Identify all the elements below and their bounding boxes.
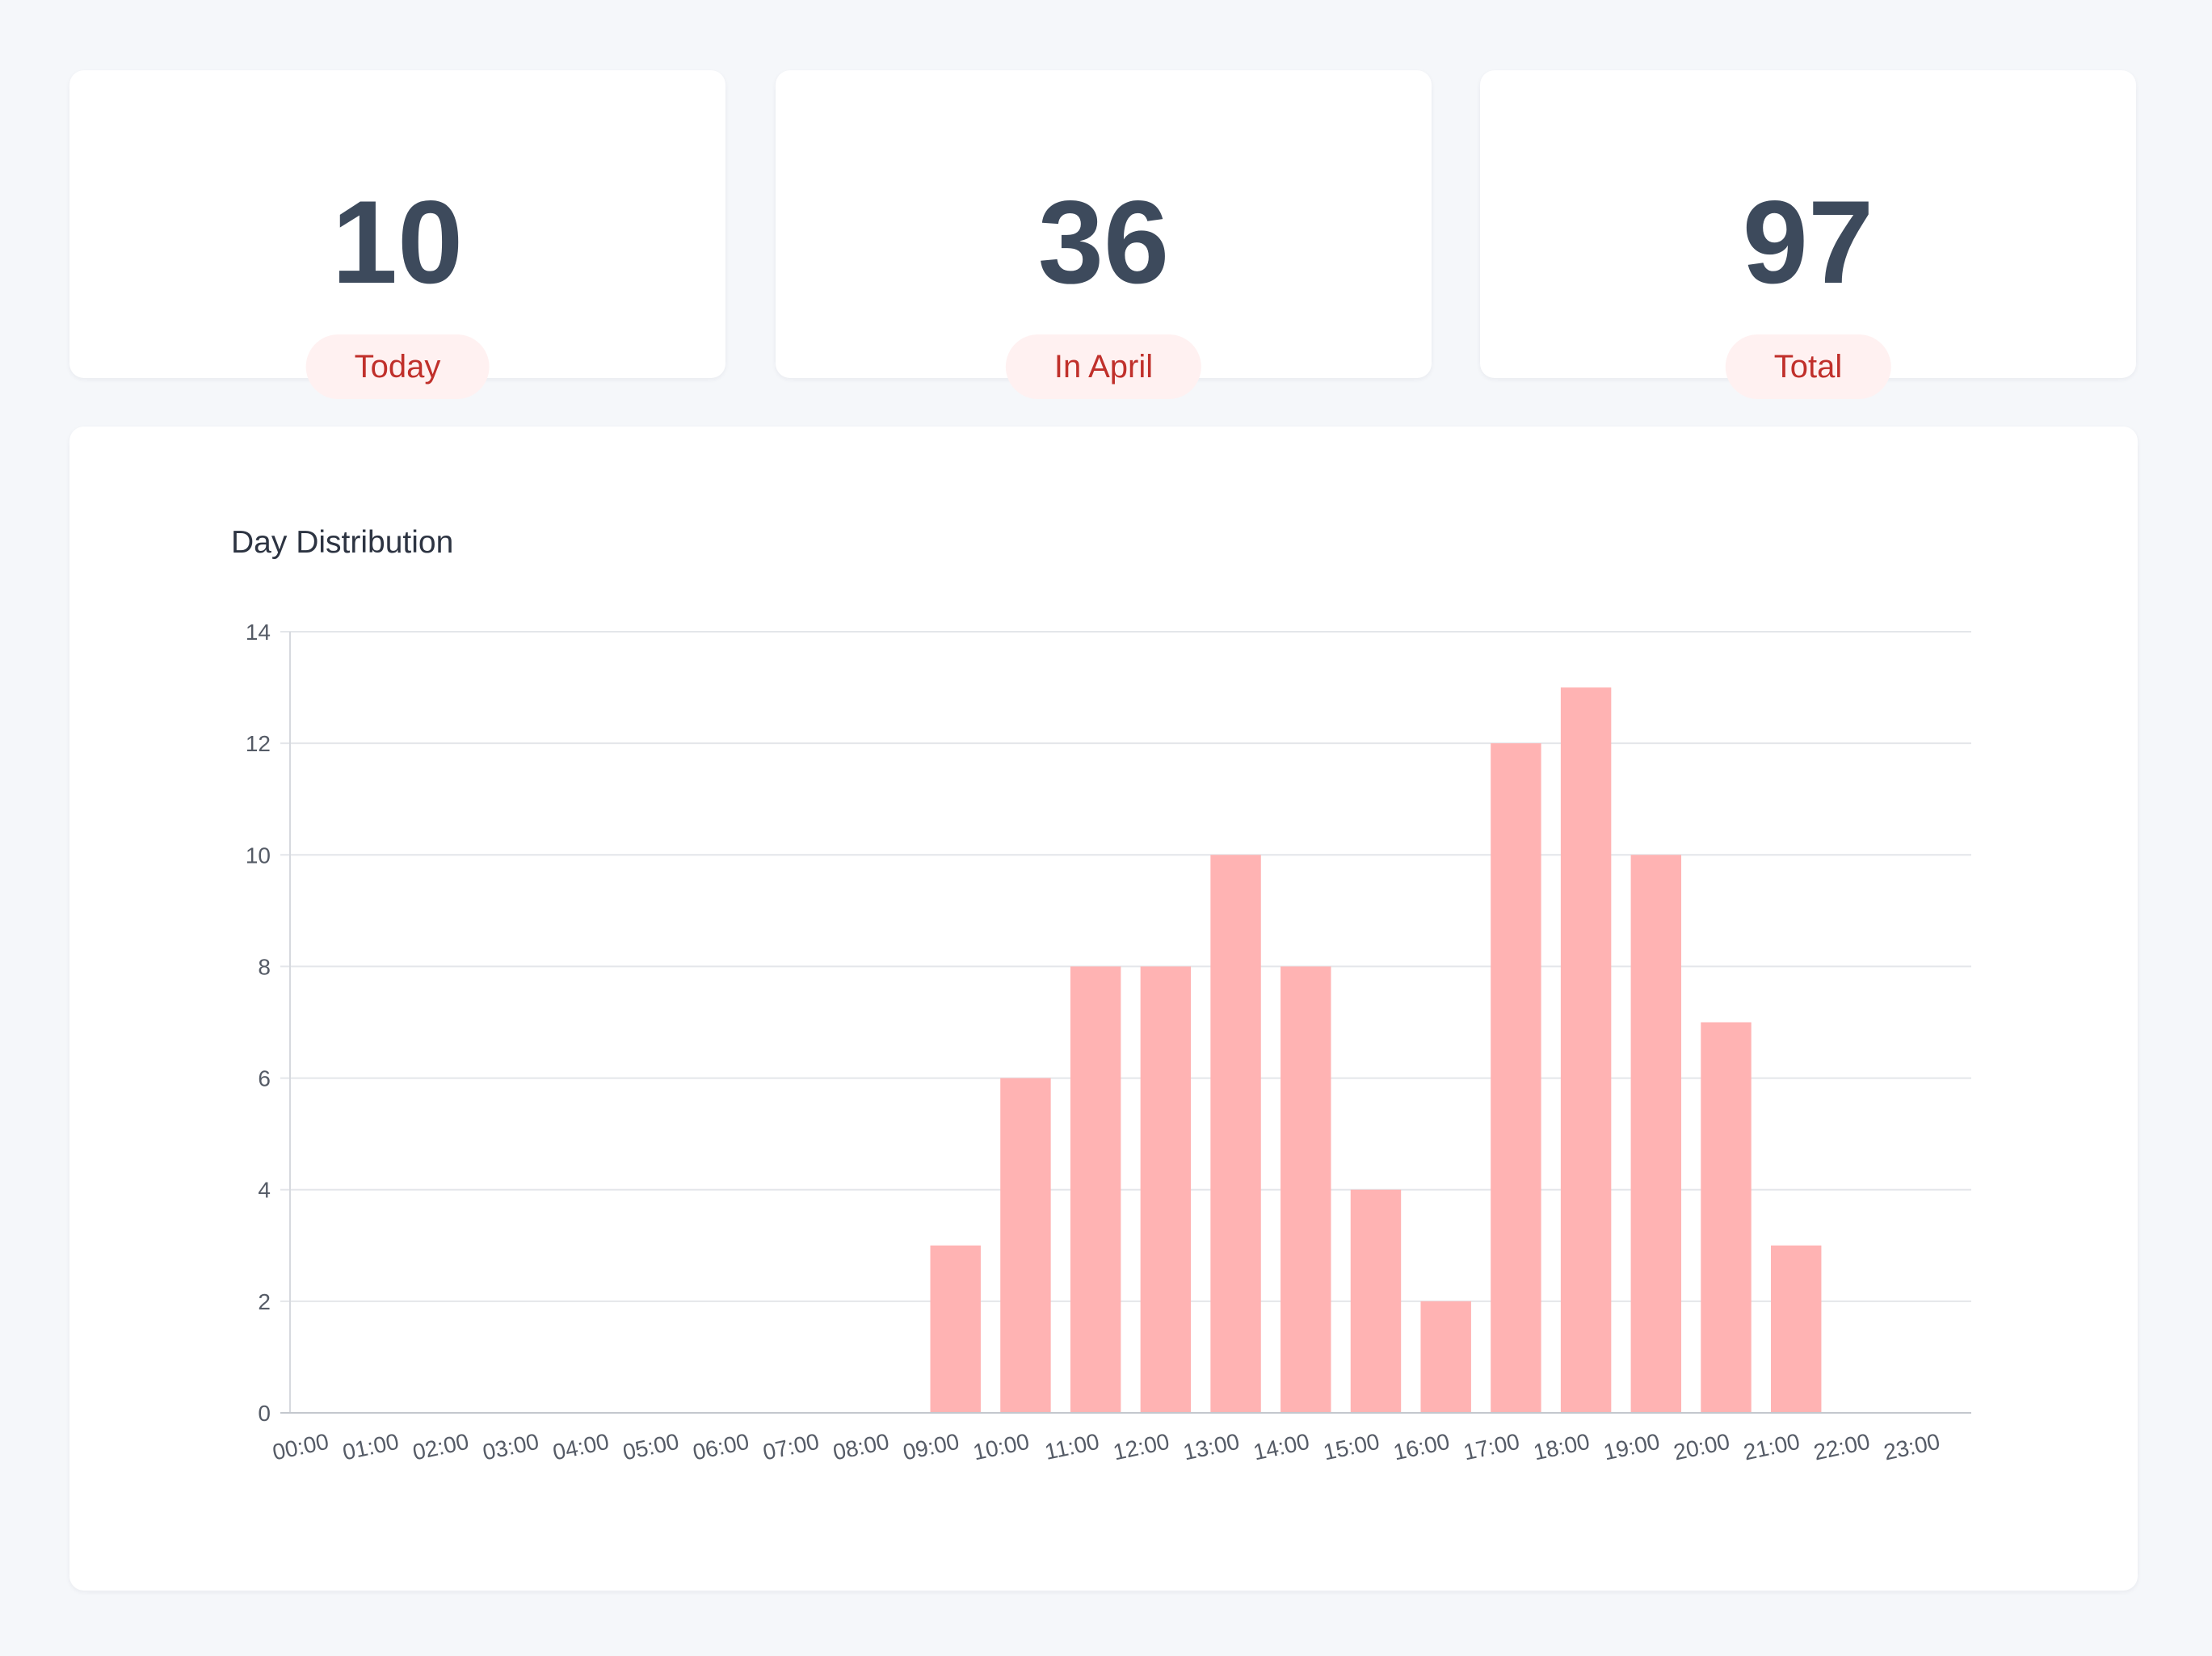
x-tick-label: 15:00: [1321, 1429, 1381, 1465]
bar-1600: [1420, 1301, 1471, 1413]
bar-1400: [1281, 966, 1331, 1413]
y-tick-label: 14: [246, 620, 271, 645]
x-tick-label: 21:00: [1741, 1429, 1802, 1465]
bar-1100: [1070, 966, 1121, 1413]
x-tick-label: 09:00: [901, 1429, 961, 1465]
bar-1000: [1000, 1078, 1051, 1413]
bar-2000: [1701, 1022, 1752, 1413]
x-tick-label: 03:00: [481, 1429, 541, 1465]
bar-1500: [1350, 1189, 1402, 1413]
bar-1700: [1491, 743, 1541, 1413]
x-tick-label: 22:00: [1811, 1429, 1872, 1465]
chart-title: Day Distribution: [231, 525, 454, 560]
axes: [280, 632, 1971, 1414]
x-tick-label: 01:00: [340, 1429, 401, 1465]
stat-card-today: 10 Today: [69, 70, 725, 399]
x-tick-label: 05:00: [620, 1429, 681, 1465]
stat-value-total: 97: [1742, 176, 1874, 308]
stat-badge-total: Total: [1725, 334, 1891, 399]
x-tick-label: 00:00: [271, 1429, 331, 1465]
day-distribution-chart: 0 2 4 6 8 10 12 14 00:00 01:00 02:00 03:00 04:00 05:…: [246, 620, 1971, 1465]
bar-1900: [1630, 855, 1682, 1413]
y-tick-label: 6: [258, 1066, 271, 1091]
bar-1300: [1210, 855, 1261, 1413]
x-tick-label: 20:00: [1672, 1429, 1732, 1465]
x-tick-label: 04:00: [550, 1429, 611, 1465]
stat-badge-month: In April: [1005, 334, 1202, 399]
y-tick-labels: 0 2 4 6 8 10 12 14: [246, 620, 271, 1426]
x-tick-label: 17:00: [1461, 1429, 1522, 1465]
bar-1800: [1560, 687, 1612, 1413]
x-tick-label: 19:00: [1601, 1429, 1662, 1465]
x-tick-label: 11:00: [1042, 1429, 1101, 1465]
x-tick-label: 06:00: [691, 1429, 751, 1465]
x-tick-label: 08:00: [831, 1429, 891, 1465]
stat-value-month: 36: [1037, 176, 1170, 308]
x-tick-label: 12:00: [1111, 1429, 1171, 1465]
bars: [930, 687, 1822, 1413]
x-tick-label: 13:00: [1181, 1429, 1242, 1465]
x-tick-label: 02:00: [410, 1429, 471, 1465]
stat-value-today: 10: [331, 176, 464, 308]
y-tick-label: 12: [246, 731, 271, 756]
stat-card-month: 36 In April: [776, 70, 1432, 399]
stat-card-total: 97 Total: [1480, 70, 2136, 399]
chart-card: Day Distribution 0 2 4 6 8 10 12 14 00:00 01:00 0…: [69, 427, 2138, 1591]
bar-1200: [1140, 966, 1192, 1413]
x-tick-label: 14:00: [1251, 1429, 1312, 1465]
x-tick-label: 10:00: [971, 1429, 1032, 1465]
x-tick-label: 16:00: [1391, 1429, 1452, 1465]
y-tick-label: 10: [246, 843, 271, 868]
y-tick-label: 4: [258, 1178, 271, 1203]
x-tick-label: 18:00: [1531, 1429, 1592, 1465]
x-tick-label: 23:00: [1882, 1429, 1942, 1465]
bar-0900: [930, 1245, 981, 1413]
stat-badge-today: Today: [305, 334, 490, 399]
bar-2100: [1771, 1245, 1822, 1413]
x-tick-labels: 00:00 01:00 02:00 03:00 04:00 05:00 06:00 07:00…: [271, 1429, 1942, 1465]
x-tick-label: 07:00: [761, 1429, 822, 1465]
y-tick-label: 8: [258, 954, 271, 979]
y-tick-label: 2: [258, 1289, 271, 1314]
y-tick-label: 0: [258, 1401, 271, 1426]
